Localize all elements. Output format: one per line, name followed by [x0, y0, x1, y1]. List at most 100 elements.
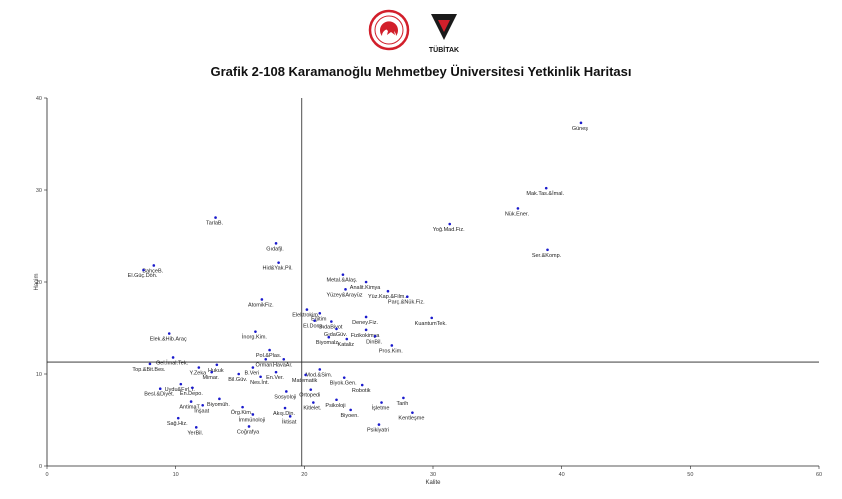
data-point: [335, 398, 338, 402]
logo-bar: TÜBİTAK: [368, 9, 459, 54]
data-point-label: Tarih: [396, 401, 408, 407]
data-point: [215, 363, 219, 367]
data-point-label: Orman.: [256, 362, 275, 368]
data-point-label: Eğitim: [311, 316, 327, 322]
data-point: [313, 319, 316, 322]
data-point: [364, 315, 368, 319]
data-point-label: Psikoloji: [325, 403, 345, 409]
data-point-label: İşletme: [372, 405, 390, 412]
data-point: [194, 426, 198, 429]
data-point-label: Pol.&Plas.: [256, 353, 282, 359]
data-point-label: Biyomalz.: [316, 340, 340, 346]
data-point-label: Analit.Kimya: [350, 285, 382, 291]
data-point-label: Top.&Bit.Bes.: [132, 367, 165, 373]
data-point: [341, 273, 345, 276]
data-point-label: İnşaat: [194, 407, 209, 414]
data-point: [377, 423, 381, 426]
data-point-label: Bil.Güv.: [228, 377, 247, 383]
data-point-label: Mak.Tas.&İmal.: [526, 190, 564, 197]
data-point-label: Güneş: [572, 126, 588, 132]
data-point: [318, 311, 322, 315]
data-point: [344, 288, 347, 291]
chart-axes: 0 10 20 30 40 50 60 0 10 20 30 40 Kalite Hacim: [34, 96, 822, 486]
data-point-label: GıdaBiyot: [318, 325, 343, 331]
data-point: [309, 388, 313, 391]
data-point-label: Nes.İnt.: [250, 379, 269, 386]
data-point: [411, 411, 414, 414]
data-point-label: Mod.&Sim.: [305, 372, 332, 378]
data-point-label: El.Dona.: [303, 324, 325, 330]
data-point-label: Ser.&Komp.: [532, 253, 562, 259]
data-point: [430, 316, 434, 320]
data-point: [288, 415, 292, 418]
y-axis-label: Hacim: [34, 273, 40, 290]
data-point-label: Gel.İmal.Tek.: [156, 359, 189, 366]
data-point: [335, 327, 338, 331]
data-point: [176, 416, 180, 420]
data-point: [260, 298, 264, 301]
data-point-label: Deney.Fiz.: [352, 320, 378, 326]
data-point: [364, 280, 368, 284]
data-point: [251, 366, 255, 369]
ministry-logo: [368, 9, 410, 51]
data-point-label: Biyomüh.: [207, 402, 230, 408]
data-point: [197, 366, 201, 369]
data-point-label: Robotik: [352, 388, 371, 394]
data-point-label: En.Ver.: [266, 375, 284, 381]
data-point: [285, 390, 288, 393]
data-point-label: İmmünoloji: [239, 416, 266, 423]
data-point-label: Yüz.Kap.&Film.: [368, 294, 406, 300]
data-point: [282, 357, 286, 361]
data-point: [142, 268, 145, 272]
data-point-label: Fizikokimya: [351, 333, 381, 339]
data-point: [189, 400, 193, 403]
data-point: [241, 405, 244, 409]
data-point: [210, 370, 213, 374]
data-point-label: Hukuk: [208, 368, 224, 374]
data-point: [283, 406, 287, 410]
x-tick-label: 50: [687, 472, 693, 478]
data-point-label: TarlaB.: [206, 221, 224, 227]
data-point-label: Örg.Kim.: [231, 409, 253, 416]
y-tick-label: 30: [36, 188, 42, 194]
data-point-label: Besl.&Diyet.: [144, 392, 174, 398]
data-point-label: BahçeB.: [142, 268, 163, 274]
chart-title: Grafik 2-108 Karamanoğlu Mehmetbey Ünive…: [210, 64, 632, 79]
data-point-label: Pros.Kim.: [379, 348, 403, 354]
data-point: [544, 186, 548, 190]
x-tick-label: 30: [430, 472, 436, 478]
data-point-label: Nük.Ener.: [505, 211, 530, 217]
data-point-label: Y.Zeka: [189, 371, 207, 377]
x-tick-label: 60: [816, 472, 822, 478]
data-point: [345, 337, 349, 341]
data-point-label: Matematik: [292, 378, 318, 384]
data-point-label: YerBil.: [187, 430, 203, 436]
data-point: [254, 330, 257, 333]
data-point: [171, 356, 175, 359]
data-point: [305, 308, 309, 311]
data-point-label: Sağ.Hiz.: [167, 421, 188, 427]
data-point-label: Sosyoloji: [274, 394, 296, 400]
y-tick-label: 40: [36, 96, 42, 102]
data-point: [237, 372, 241, 376]
data-point: [247, 425, 251, 428]
data-point: [390, 344, 394, 347]
data-point: [167, 332, 171, 335]
data-point: [312, 401, 315, 404]
y-tick-label: 20: [36, 280, 42, 286]
y-tick-label: 0: [39, 464, 42, 470]
data-point-label: Uydu&Fırl.T.: [165, 387, 196, 393]
data-point: [318, 368, 322, 371]
data-point: [152, 264, 156, 267]
data-point: [448, 222, 452, 226]
data-point: [277, 261, 280, 264]
chart-points: Güneş Mak.Tas.&İmal. Nük.Ener. Yoğ.Mad.Fiz.…: [128, 121, 588, 436]
data-point: [349, 408, 352, 412]
data-point-label: Coğrafya: [237, 429, 260, 435]
data-point: [214, 216, 217, 219]
data-point-label: B.Veri: [245, 371, 260, 377]
tubitak-logo: TÜBİTAK: [429, 14, 459, 54]
tubitak-logo-text: TÜBİTAK: [429, 45, 459, 54]
data-point: [360, 383, 364, 387]
